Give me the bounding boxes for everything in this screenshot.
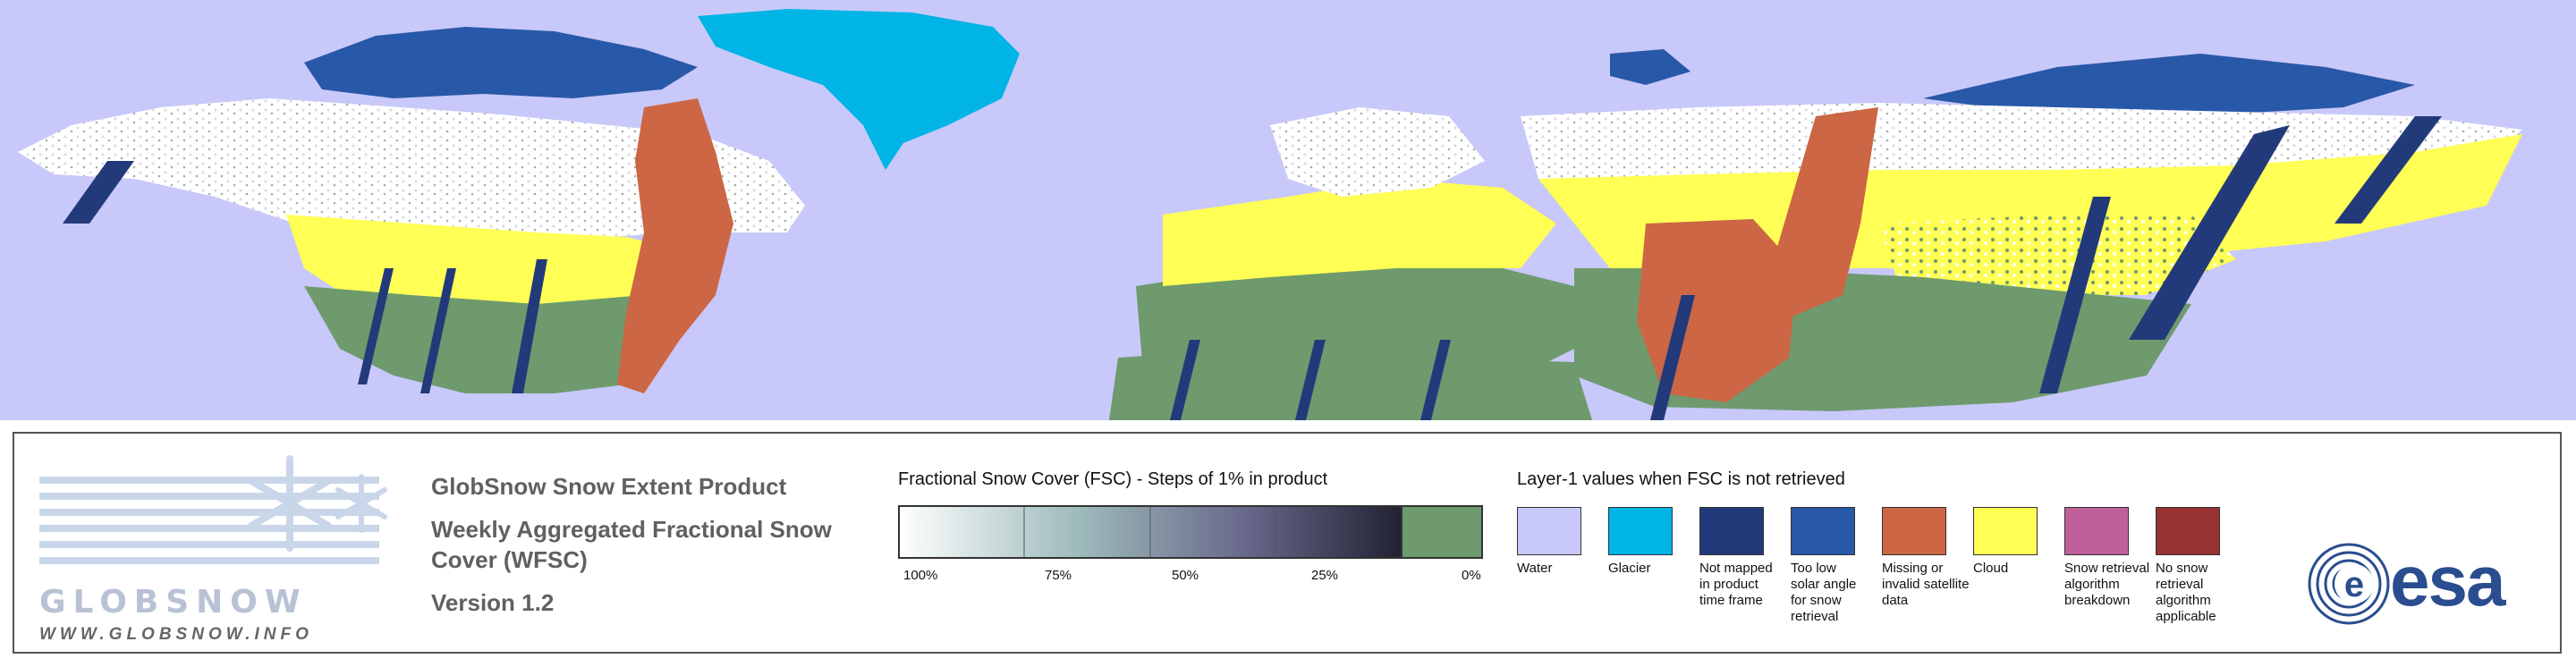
north-america-snowfree — [304, 286, 680, 393]
arctic-islands-west — [304, 27, 698, 98]
layer1-legend: Water Glacier Not mapped in product time… — [1517, 434, 2286, 655]
globsnow-logo: GLOBSNOW WWW.GLOBSNOW.INFO — [39, 450, 397, 644]
svalbard — [1610, 49, 1690, 85]
small-snowflake-icon — [335, 474, 387, 533]
product-version: Version 1.2 — [431, 589, 555, 616]
globsnow-url: WWW.GLOBSNOW.INFO — [39, 625, 313, 644]
label-cloud: Cloud — [1973, 561, 2009, 576]
esa-wordmark: esa — [2390, 541, 2505, 621]
label-glacier: Glacier — [1608, 561, 1651, 576]
esa-emblem-icon: e — [2308, 543, 2390, 625]
north-america-east-missing — [617, 98, 733, 393]
legend-panel: GLOBSNOW WWW.GLOBSNOW.INFO GlobSnow Snow… — [13, 432, 2562, 654]
snowflake-icon — [248, 455, 332, 552]
label-not-mapped: Not mapped in product time frame — [1699, 561, 1773, 608]
label-algorithm-breakdown: Snow retrieval algorithm breakdown — [2064, 561, 2150, 608]
africa-north-snowfree — [1109, 349, 1592, 420]
swatch-missing — [1882, 507, 1946, 555]
svg-text:e: e — [2344, 565, 2364, 604]
label-no-algorithm: No snow retrieval algorithm applicable — [2156, 561, 2216, 624]
greenland-glacier — [698, 9, 1020, 170]
arctic-islands-east — [1923, 54, 2415, 116]
fsc-zero-swatch — [1401, 505, 1483, 559]
label-missing: Missing or invalid satellite data — [1882, 561, 1970, 608]
fsc-tick-25: 25% — [1311, 568, 1339, 583]
europe-cloud — [1163, 179, 1556, 286]
swatch-low-solar-angle — [1791, 507, 1855, 555]
product-subtitle: Weekly Aggregated Fractional Snow Cover … — [431, 516, 832, 573]
north-america-snow — [18, 98, 805, 241]
asia-mixed — [1878, 215, 2236, 295]
label-low-solar-angle: Too low solar angle for snow retrieval — [1791, 561, 1857, 624]
fsc-tick-100: 100% — [903, 568, 938, 583]
fsc-ticks — [1023, 506, 1276, 558]
globsnow-wordmark: GLOBSNOW — [39, 584, 308, 621]
swatch-not-mapped — [1699, 507, 1764, 555]
fsc-gradient-bar — [898, 505, 1483, 559]
globsnow-logo-graphic — [39, 455, 387, 564]
fsc-tick-50: 50% — [1172, 568, 1199, 583]
esa-logo: e esa — [2304, 539, 2546, 646]
fsc-tick-75: 75% — [1045, 568, 1072, 583]
snow-cover-map — [0, 0, 2576, 420]
scandinavia-snow — [1270, 107, 1485, 197]
swatch-water — [1517, 507, 1581, 555]
swatch-no-algorithm — [2156, 507, 2220, 555]
layer1-legend-title: Layer-1 values when FSC is not retrieved — [1517, 469, 1845, 489]
swatch-algorithm-breakdown — [2064, 507, 2129, 555]
fsc-legend-title: Fractional Snow Cover (FSC) - Steps of 1… — [898, 469, 1328, 489]
swatch-cloud — [1973, 507, 2038, 555]
swatch-glacier — [1608, 507, 1673, 555]
label-water: Water — [1517, 561, 1553, 576]
not-mapped-swaths — [63, 116, 2442, 420]
siberia-missing-band — [1771, 107, 1878, 322]
product-title: GlobSnow Snow Extent Product — [431, 473, 787, 500]
fsc-tick-0: 0% — [1462, 568, 1481, 583]
